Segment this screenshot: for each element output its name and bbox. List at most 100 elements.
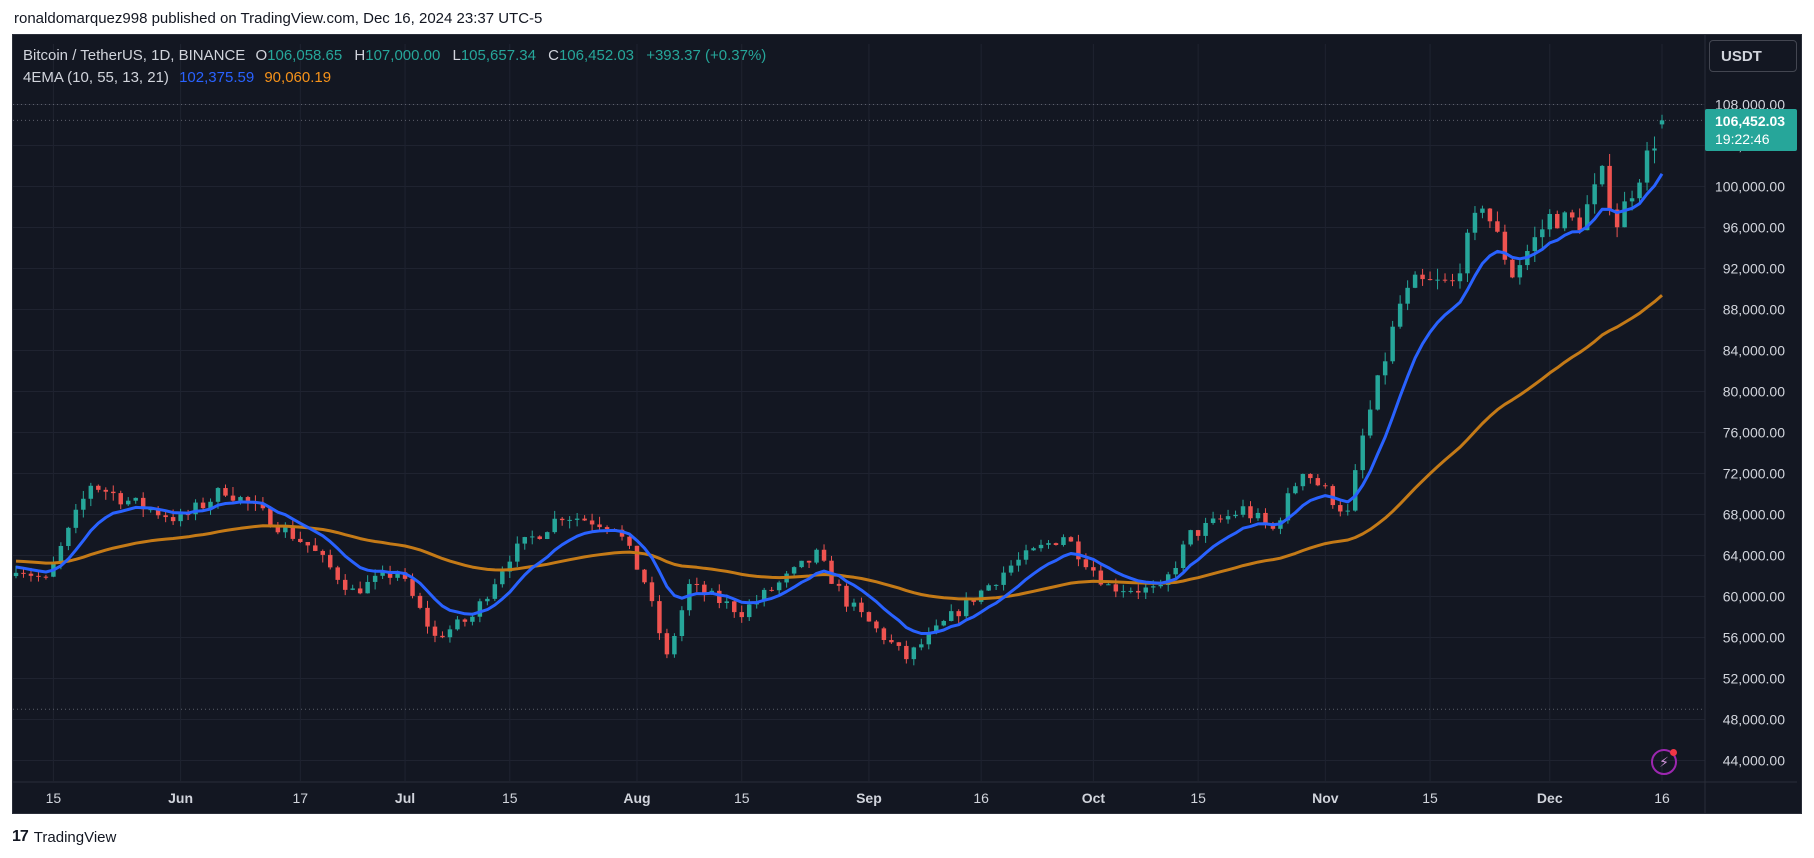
candle-body bbox=[1248, 506, 1253, 519]
candle-body bbox=[1031, 548, 1036, 551]
candle-body bbox=[410, 578, 415, 596]
candle-body bbox=[140, 497, 146, 510]
high-value: 107,000.00 bbox=[365, 47, 441, 64]
candle-body bbox=[1158, 584, 1163, 587]
candle-body bbox=[1338, 505, 1343, 512]
tradingview-logo-icon: 17 bbox=[12, 828, 29, 845]
candle-body bbox=[1584, 204, 1590, 231]
change-value: +393.37 (+0.37%) bbox=[646, 47, 767, 64]
candle-body bbox=[1405, 287, 1410, 304]
candle-body bbox=[934, 625, 939, 633]
publisher-line: ronaldomarquez998 published on TradingVi… bbox=[14, 10, 543, 27]
candle-body bbox=[978, 590, 984, 602]
candle-body bbox=[111, 491, 116, 494]
candle-body bbox=[36, 575, 41, 577]
candle-body bbox=[432, 626, 438, 636]
candle-body bbox=[1210, 518, 1216, 523]
candle-body bbox=[1569, 212, 1575, 218]
candle-body bbox=[522, 537, 527, 544]
candle-body bbox=[1165, 574, 1171, 585]
candle-body bbox=[1195, 530, 1201, 536]
x-tick-label: 15 bbox=[734, 790, 750, 806]
candle-body bbox=[657, 601, 662, 634]
candle-body bbox=[425, 607, 430, 627]
candle-body bbox=[1547, 214, 1553, 230]
open-value: 106,058.65 bbox=[267, 47, 343, 64]
candle-body bbox=[746, 604, 752, 618]
candle-body bbox=[21, 572, 26, 574]
candle-body bbox=[799, 560, 804, 568]
x-tick-label: 16 bbox=[1654, 790, 1670, 806]
candle-body bbox=[604, 527, 610, 530]
footer: 17 TradingView bbox=[12, 828, 116, 846]
candle-body bbox=[582, 518, 587, 521]
candle-body bbox=[238, 497, 243, 501]
lightning-icon[interactable]: ⚡ bbox=[1651, 749, 1677, 775]
candle-body bbox=[717, 590, 722, 604]
x-tick-label: 16 bbox=[973, 790, 989, 806]
candle-body bbox=[440, 635, 445, 638]
candle-body bbox=[1308, 474, 1313, 479]
x-tick-label: 15 bbox=[46, 790, 62, 806]
candle-body bbox=[874, 621, 879, 629]
candle-body bbox=[791, 567, 797, 574]
candle-body bbox=[163, 515, 168, 518]
chart-frame[interactable] bbox=[12, 34, 1802, 814]
candle-body bbox=[73, 509, 79, 528]
currency-button[interactable]: USDT bbox=[1709, 40, 1797, 72]
candle-body bbox=[485, 598, 490, 602]
candle-body bbox=[597, 524, 602, 528]
candle-body bbox=[43, 576, 49, 578]
candle-body bbox=[619, 529, 625, 537]
candle-body bbox=[1412, 274, 1418, 288]
candle-body bbox=[993, 584, 999, 586]
candle-body bbox=[1046, 543, 1051, 545]
candle-body bbox=[275, 527, 281, 533]
candle-body bbox=[1592, 184, 1597, 205]
candle-body bbox=[395, 572, 400, 578]
candle-body bbox=[1659, 120, 1665, 125]
indicator-label[interactable]: 4EMA (10, 55, 13, 21) bbox=[23, 69, 169, 86]
candle-body bbox=[769, 589, 774, 591]
y-tick-label: 76,000.00 bbox=[1723, 425, 1785, 441]
x-tick-label: Oct bbox=[1082, 790, 1106, 806]
candle-body bbox=[1173, 567, 1178, 575]
y-tick-label: 84,000.00 bbox=[1723, 343, 1785, 359]
candle-body bbox=[1465, 232, 1470, 274]
candle-body bbox=[963, 599, 969, 617]
candle-body bbox=[971, 599, 976, 602]
candle-body bbox=[567, 519, 572, 521]
candle-body bbox=[103, 489, 109, 492]
candle-body bbox=[634, 545, 640, 570]
candle-body bbox=[230, 495, 236, 501]
candle-body bbox=[1382, 361, 1388, 376]
candle-body bbox=[739, 612, 744, 618]
y-tick-label: 92,000.00 bbox=[1723, 261, 1785, 277]
candle-body bbox=[350, 588, 355, 590]
candle-body bbox=[500, 571, 505, 585]
candle-body bbox=[1121, 591, 1126, 593]
horizontal-lines bbox=[13, 104, 1705, 710]
y-tick-label: 88,000.00 bbox=[1723, 302, 1785, 318]
y-tick-label: 100,000.00 bbox=[1715, 179, 1785, 195]
last-price: 106,452.03 bbox=[1715, 113, 1786, 129]
candle-body bbox=[1390, 326, 1395, 362]
candles bbox=[13, 114, 1665, 666]
candle-body bbox=[477, 601, 483, 617]
candle-body bbox=[694, 583, 700, 585]
candle-body bbox=[627, 536, 632, 546]
y-tick-label: 64,000.00 bbox=[1723, 548, 1785, 564]
candle-body bbox=[1188, 530, 1193, 545]
candle-body bbox=[320, 550, 325, 555]
candle-body bbox=[1629, 198, 1635, 202]
candle-body bbox=[462, 619, 468, 622]
candle-body bbox=[1233, 514, 1238, 517]
candle-body bbox=[776, 582, 782, 591]
candle-body bbox=[1008, 565, 1014, 573]
candle-body bbox=[260, 503, 266, 509]
symbol-label[interactable]: Bitcoin / TetherUS, 1D, BINANCE bbox=[23, 47, 246, 64]
x-tick-label: Nov bbox=[1312, 790, 1339, 806]
candle-body bbox=[1240, 506, 1246, 515]
candle-body bbox=[1128, 590, 1134, 592]
